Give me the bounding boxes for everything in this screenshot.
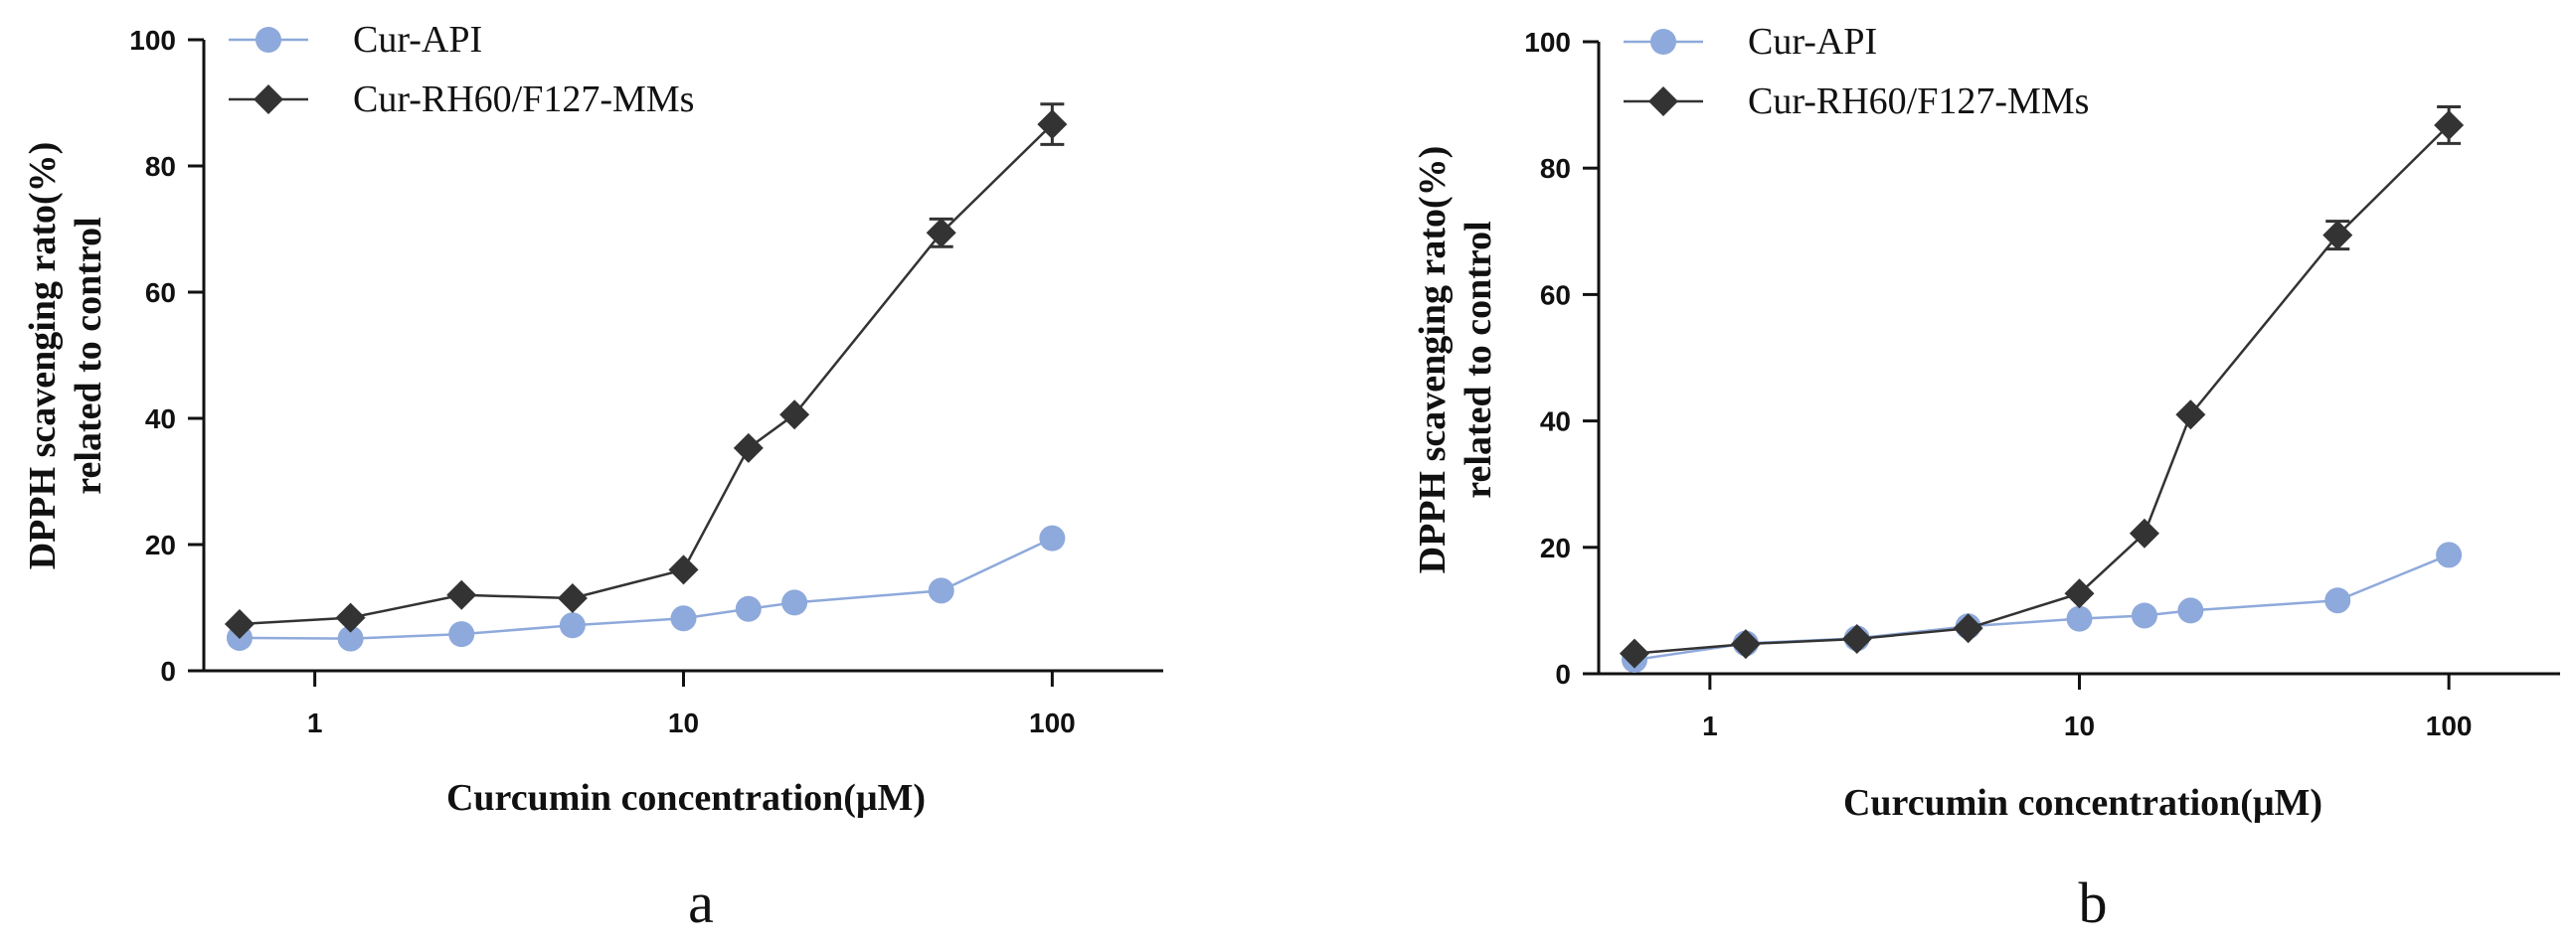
x-axis-title: Curcumin concentration(μM) [446,777,926,819]
data-point-diamond [2434,109,2465,140]
data-point-circle [2131,602,2157,629]
data-point-circle [670,605,697,632]
series-cur-rh60-f127-mms [224,102,1068,640]
x-axis-title: Curcumin concentration(μM) [1843,782,2322,824]
data-point-diamond [733,432,764,463]
data-point-circle [337,625,364,652]
y-axis-title-line: DPPH scavenging rato(%) [22,142,64,570]
y-tick-label: 60 [145,277,176,308]
y-tick-label: 0 [1555,659,1571,690]
data-point-diamond [779,399,810,430]
data-point-circle [1039,525,1066,552]
y-tick-label: 80 [145,151,176,182]
legend-label: Cur-RH60/F127-MMs [353,79,694,120]
data-point-diamond [2064,578,2095,609]
legend: Cur-API Cur-RH60/F127-MMs [1624,21,2089,122]
legend-label: Cur-RH60/F127-MMs [1748,80,2089,122]
data-point-circle [2436,542,2463,568]
data-point-circle [735,595,762,622]
data-point-diamond [668,554,699,585]
series-line [1633,124,2451,655]
y-axis-title-line: related to control [1458,221,1499,498]
data-point-diamond [1730,629,1761,660]
y-tick-label: 100 [1524,27,1571,58]
x-tick-label: 10 [2064,711,2095,741]
y-axis-title: DPPH scavenging rato(%) related to contro… [1412,146,1499,574]
data-point-diamond [1953,613,1983,644]
data-point-circle [2066,605,2093,632]
panel-label: a [688,870,714,935]
data-point-diamond [446,579,477,610]
data-point-diamond [2175,399,2206,430]
data-point-circle [559,612,586,639]
series-line [239,123,1054,626]
legend-label: Cur-API [1748,21,1877,63]
y-axis-title-line: DPPH scavenging rato(%) [1412,146,1454,574]
y-tick-label: 20 [145,530,176,560]
legend-label: Cur-API [353,19,482,61]
y-tick-label: 60 [1540,279,1571,310]
legend-marker-circle [1650,29,1676,55]
chart-panel-a: 0 20 40 60 80 100 1 10 100 Curcumin concentration… [22,19,1163,935]
x-tick-label: 1 [307,708,323,738]
x-tick-label: 100 [1029,708,1076,738]
data-point-diamond [335,602,366,633]
y-axis-title: DPPH scavenging rato(%) related to contro… [22,142,109,570]
data-point-diamond [2322,220,2353,250]
data-point-diamond [2129,518,2159,549]
series-cur-api [226,525,1066,652]
data-point-diamond [224,609,255,640]
data-point-circle [2177,597,2204,624]
data-point-circle [448,621,475,648]
data-point-diamond [1037,109,1068,140]
data-point-circle [781,589,808,616]
y-tick-label: 100 [129,25,176,56]
y-tick-label: 20 [1540,533,1571,563]
y-tick-label: 40 [1540,406,1571,437]
legend-marker-diamond [1648,86,1678,116]
data-point-diamond [1620,638,1650,669]
data-point-diamond [1841,624,1872,655]
data-point-diamond [926,218,956,248]
x-tick-label: 100 [2426,711,2473,741]
chart-panel-b: 0 20 40 60 80 100 1 10 100 Curcumin concentration… [1412,21,2560,935]
legend-marker-circle [256,27,281,53]
legend-marker-diamond [254,84,283,114]
y-tick-label: 0 [160,656,176,687]
legend: Cur-API Cur-RH60/F127-MMs [229,19,694,120]
data-point-circle [2324,587,2351,614]
y-tick-label: 80 [1540,153,1571,184]
x-tick-label: 10 [668,708,699,738]
panel-label: b [2079,870,2108,935]
y-axis-title-line: related to control [68,217,109,494]
data-point-circle [928,577,954,604]
series-cur-rh60-f127-mms [1620,105,2465,669]
data-point-diamond [557,582,588,613]
y-tick-label: 40 [145,403,176,434]
x-tick-label: 1 [1702,711,1718,741]
